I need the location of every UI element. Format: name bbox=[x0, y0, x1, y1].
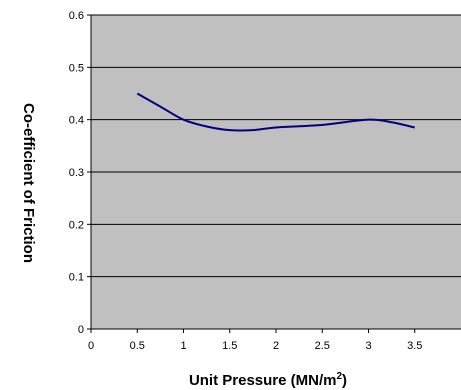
x-tick-label: 1 bbox=[180, 340, 186, 352]
series-line bbox=[136, 92, 415, 132]
x-tick-label: 0 bbox=[88, 340, 94, 352]
x-tick-label: 3 bbox=[365, 340, 371, 352]
x-tick-label: 2 bbox=[273, 340, 279, 352]
x-axis-title-superscript: 2 bbox=[336, 371, 342, 382]
y-tick-label: 0 bbox=[78, 324, 84, 336]
y-tick-label: 0.2 bbox=[69, 219, 84, 231]
x-tick-label: 0.5 bbox=[130, 340, 145, 352]
axes bbox=[87, 14, 461, 333]
x-tick-label: 2.5 bbox=[315, 340, 330, 352]
y-tick-label: 0.6 bbox=[69, 10, 84, 22]
x-axis-title-main: Unit Pressure (MN/m bbox=[189, 372, 337, 389]
series-group bbox=[136, 92, 415, 132]
gridlines bbox=[91, 14, 461, 278]
x-axis-title: Unit Pressure (MN/m2) bbox=[189, 371, 347, 389]
x-tick-label: 3.5 bbox=[407, 340, 422, 352]
y-tick-label: 0.1 bbox=[69, 272, 84, 284]
y-tick-label: 0.3 bbox=[69, 167, 84, 179]
y-axis-title: Co-efficient of Friction bbox=[20, 103, 37, 263]
y-tick-label: 0.4 bbox=[69, 115, 84, 127]
x-axis-title-suffix: ) bbox=[342, 372, 347, 389]
x-tick-labels: 0 0.5 1 1.5 2 2.5 3 3.5 bbox=[88, 340, 422, 352]
y-tick-label: 0.5 bbox=[69, 62, 84, 74]
y-tick-labels: 0 0.1 0.2 0.3 0.4 0.5 0.6 bbox=[69, 10, 84, 336]
x-tick-label: 1.5 bbox=[222, 340, 237, 352]
